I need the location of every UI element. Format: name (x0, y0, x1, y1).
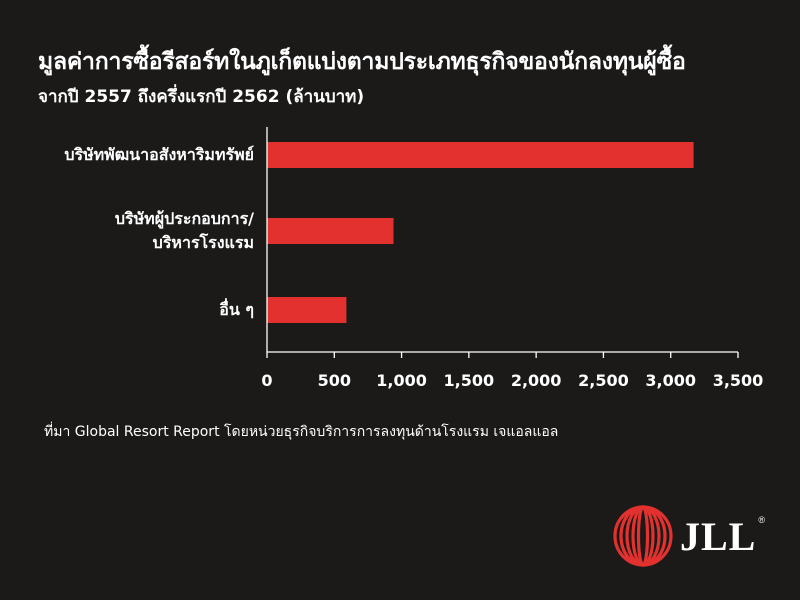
jll-logo: JLL ® (612, 505, 765, 567)
x-tick-label-3: 1,500 (444, 371, 495, 390)
category-label-line: บริหารโรงแรม (152, 233, 254, 252)
category-label-line: บริษัทพัฒนาอสังหาริมทรัพย์ (64, 145, 254, 164)
bar-1 (267, 218, 394, 244)
x-tick-label-0: 0 (261, 371, 272, 390)
logo-text: JLL (680, 513, 757, 559)
category-label-2: อื่น ๆ (219, 298, 254, 322)
logo-ring (631, 505, 655, 567)
logo-registered-mark: ® (758, 515, 765, 525)
category-label-line: บริษัทผู้ประกอบการ/ (114, 209, 254, 228)
x-tick-label-2: 1,000 (376, 371, 427, 390)
bar-2 (267, 297, 347, 323)
category-label-line: อื่น ๆ (219, 300, 254, 319)
logo-ring (613, 505, 673, 567)
chart-subtitle: จากปี 2557 ถึงครึ่งแรกปี 2562 (ล้านบาท) (38, 87, 365, 107)
x-tick-label-6: 3,000 (645, 371, 696, 390)
logo-ring (636, 505, 650, 567)
chart-title: มูลค่าการซื้อรีสอร์ทในภูเก็ตแบ่งตามประเภ… (38, 49, 686, 75)
category-label-1: บริษัทผู้ประกอบการ/บริหารโรงแรม (115, 207, 254, 255)
source-note: ที่มา Global Resort Report โดยหน่วยธุรกิ… (44, 424, 559, 440)
x-tick-label-1: 500 (318, 371, 351, 390)
x-tick-label-7: 3,500 (713, 371, 764, 390)
jll-emblem-icon (613, 505, 673, 567)
x-tick-label-4: 2,000 (511, 371, 562, 390)
x-tick-label-5: 2,500 (578, 371, 629, 390)
bar-0 (267, 142, 694, 168)
category-label-0: บริษัทพัฒนาอสังหาริมทรัพย์ (64, 143, 254, 167)
